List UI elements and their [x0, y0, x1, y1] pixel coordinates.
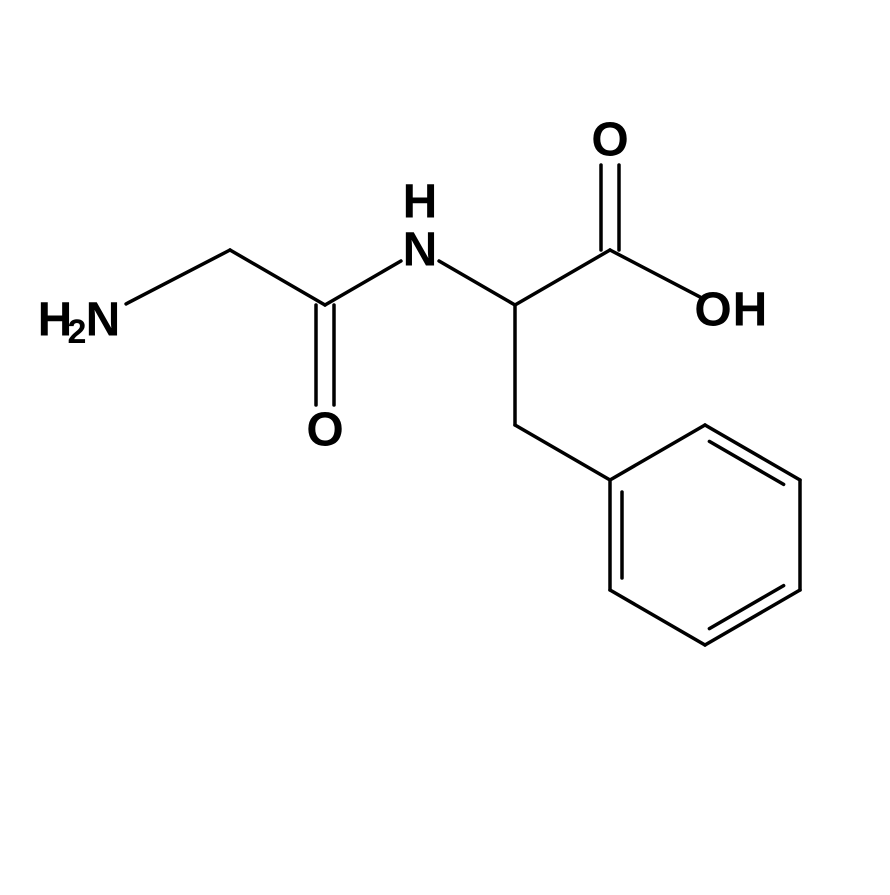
- svg-text:O: O: [306, 404, 343, 457]
- svg-text:H: H: [403, 176, 438, 229]
- atoms-layer: H2NONHOOH: [38, 114, 768, 457]
- svg-text:O: O: [694, 284, 731, 337]
- bonds-layer: [126, 165, 800, 645]
- svg-text:N: N: [86, 294, 121, 347]
- svg-text:2: 2: [68, 313, 87, 351]
- svg-text:H: H: [733, 284, 768, 337]
- molecule-canvas: H2NONHOOH: [0, 0, 890, 890]
- svg-text:O: O: [591, 114, 628, 167]
- svg-text:N: N: [403, 224, 438, 277]
